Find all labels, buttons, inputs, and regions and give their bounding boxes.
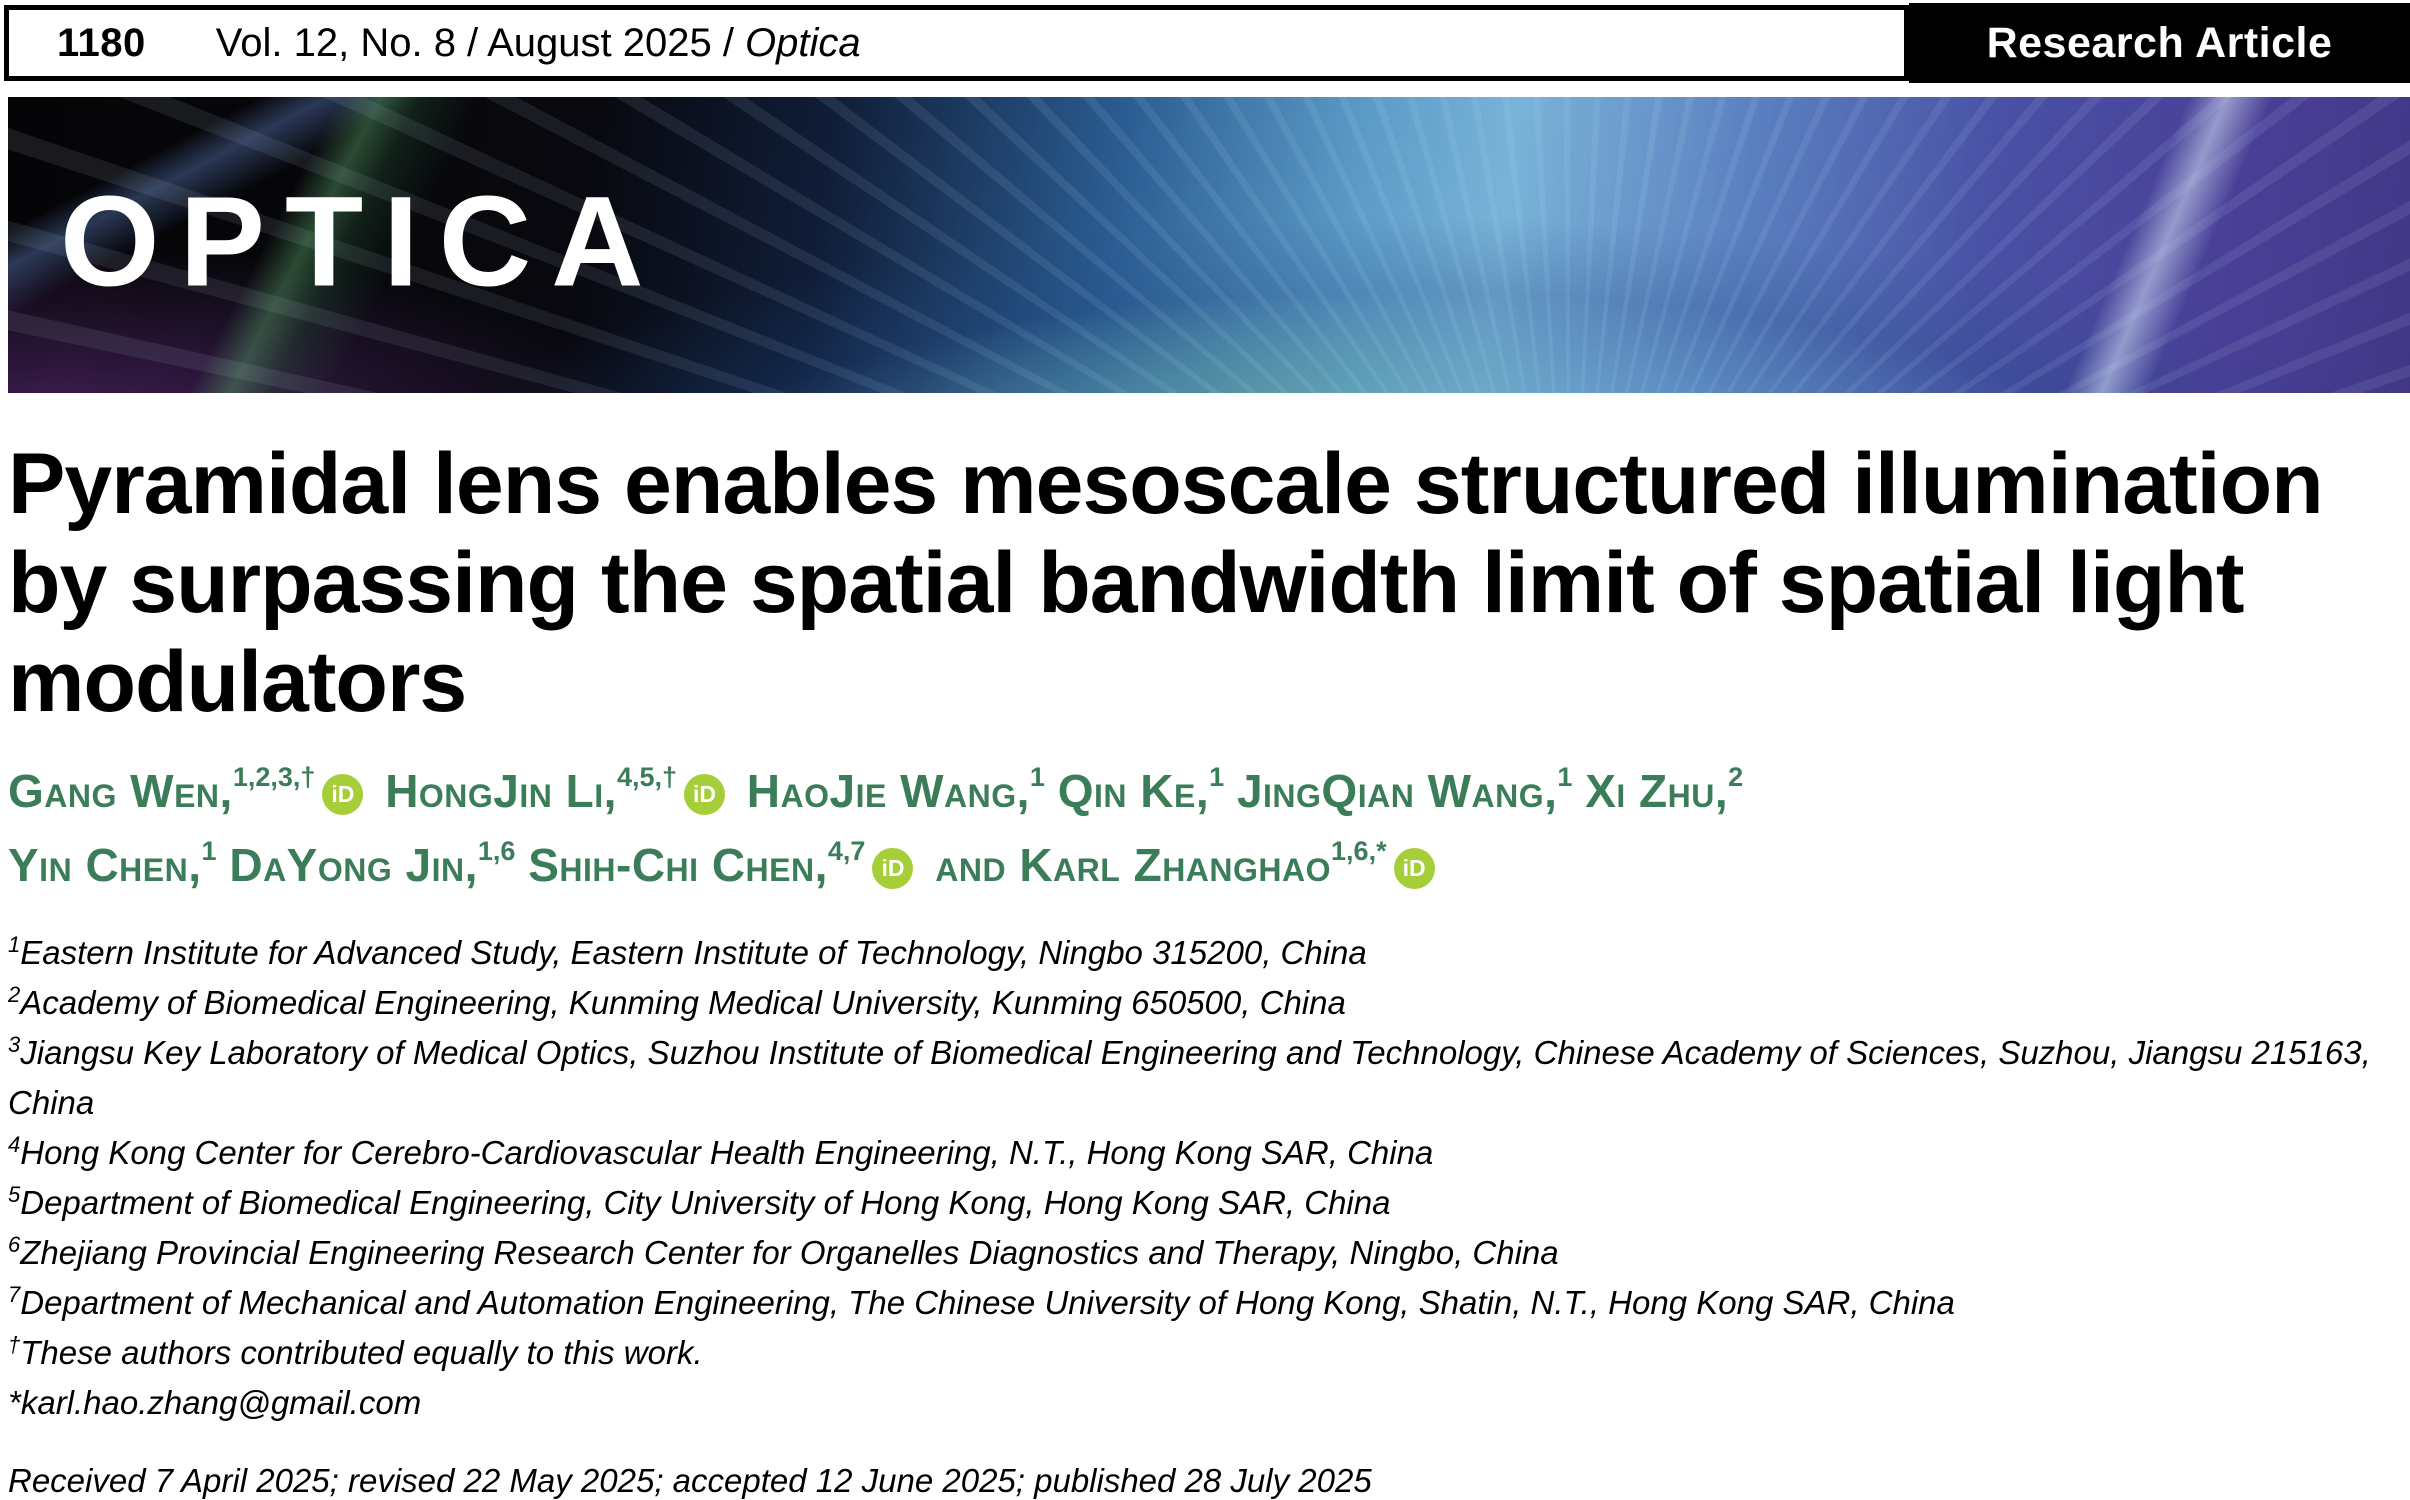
banner-image: OPTICA: [8, 97, 2410, 393]
orcid-icon[interactable]: iD: [1393, 848, 1435, 889]
author-superscript: 1: [1029, 762, 1045, 792]
author-superscript: 1,6,*: [1331, 836, 1387, 866]
author-name: Gang Wen,: [8, 765, 233, 817]
affiliation-superscript: 4: [8, 1132, 21, 1157]
authors-line-2: Yin Chen,1 DaYong Jin,1,6 Shih-Chi Chen,…: [8, 832, 2410, 906]
author: JingQian Wang,1: [1236, 762, 1573, 817]
author-superscript: 4,7: [827, 836, 866, 866]
author: HaoJie Wang,1: [746, 762, 1045, 817]
issue-bar: 1180 Vol. 12, No. 8 / August 2025 / Opti…: [4, 5, 1909, 81]
journal-name: Optica: [745, 20, 861, 65]
author-name: HongJin Li,: [385, 765, 617, 817]
author-name: HaoJie Wang,: [746, 765, 1030, 817]
article-header: Pyramidal lens enables mesoscale structu…: [0, 435, 2410, 1500]
affiliation-superscript: †: [8, 1332, 21, 1357]
author-superscript: 1: [1557, 762, 1573, 792]
author-superscript: 1: [1209, 762, 1225, 792]
affiliation-superscript: 3: [8, 1032, 21, 1057]
author-name: Shih-Chi Chen,: [528, 839, 828, 891]
author-name: Qin Ke,: [1057, 765, 1210, 817]
affiliation-superscript: 1: [8, 932, 21, 957]
affiliation-line: †These authors contributed equally to th…: [8, 1332, 703, 1372]
author-name: JingQian Wang,: [1236, 765, 1558, 817]
journal-header: 1180 Vol. 12, No. 8 / August 2025 / Opti…: [0, 0, 2410, 97]
author-name: Yin Chen,: [8, 839, 202, 891]
affiliation-superscript: 7: [8, 1282, 21, 1307]
author-superscript: 1,2,3,†: [232, 762, 316, 792]
issue-info: Vol. 12, No. 8 / August 2025 / Optica: [215, 20, 861, 65]
author-name: and Karl Zhanghao: [935, 839, 1332, 891]
author-name: DaYong Jin,: [229, 839, 478, 891]
author-name: Xi Zhu,: [1585, 765, 1729, 817]
affiliation-superscript: 2: [8, 982, 21, 1007]
optica-logo: OPTICA: [60, 170, 664, 314]
author: Gang Wen,1,2,3,†iD: [8, 762, 372, 817]
author: Qin Ke,1: [1057, 762, 1225, 817]
author: Yin Chen,1: [8, 836, 217, 891]
affiliations-block: 1Eastern Institute for Advanced Study, E…: [8, 928, 2388, 1428]
affiliation-line: 7Department of Mechanical and Automation…: [8, 1282, 1955, 1322]
page-number: 1180: [57, 20, 146, 65]
author: HongJin Li,4,5,†iD: [385, 762, 734, 817]
affiliation-superscript: 5: [8, 1182, 21, 1207]
orcid-icon[interactable]: iD: [684, 774, 725, 815]
research-article-badge: Research Article: [1909, 3, 2410, 83]
orcid-icon[interactable]: iD: [322, 774, 364, 815]
author: Shih-Chi Chen,4,7iD: [528, 836, 922, 891]
paper-title: Pyramidal lens enables mesoscale structu…: [8, 436, 2324, 730]
author: and Karl Zhanghao1,6,*iD: [935, 836, 1443, 891]
affiliation-line[interactable]: *karl.hao.zhang@gmail.com: [8, 1384, 422, 1421]
author: Xi Zhu,2: [1585, 762, 1744, 817]
affiliation-line: 1Eastern Institute for Advanced Study, E…: [8, 932, 1367, 972]
affiliation-line: 6Zhejiang Provincial Engineering Researc…: [8, 1232, 1559, 1272]
author: DaYong Jin,1,6: [229, 836, 516, 891]
author-superscript: 1: [201, 836, 217, 866]
orcid-icon[interactable]: iD: [872, 848, 914, 889]
affiliation-superscript: 6: [8, 1232, 21, 1257]
affiliation-line: 4Hong Kong Center for Cerebro-Cardiovasc…: [8, 1132, 1434, 1172]
authors-line-1: Gang Wen,1,2,3,†iD HongJin Li,4,5,†iD Ha…: [8, 758, 2410, 832]
affiliation-line: 5Department of Biomedical Engineering, C…: [8, 1182, 1391, 1222]
history-line: Received 7 April 2025; revised 22 May 20…: [8, 1462, 1372, 1499]
author-superscript: 2: [1728, 762, 1744, 792]
affiliation-line: 2Academy of Biomedical Engineering, Kunm…: [8, 982, 1346, 1022]
authors-block: Gang Wen,1,2,3,†iD HongJin Li,4,5,†iD Ha…: [8, 758, 2410, 906]
author-superscript: 4,5,†: [616, 762, 677, 792]
author-superscript: 1,6: [477, 836, 516, 866]
affiliation-line: 3Jiangsu Key Laboratory of Medical Optic…: [8, 1032, 2371, 1122]
